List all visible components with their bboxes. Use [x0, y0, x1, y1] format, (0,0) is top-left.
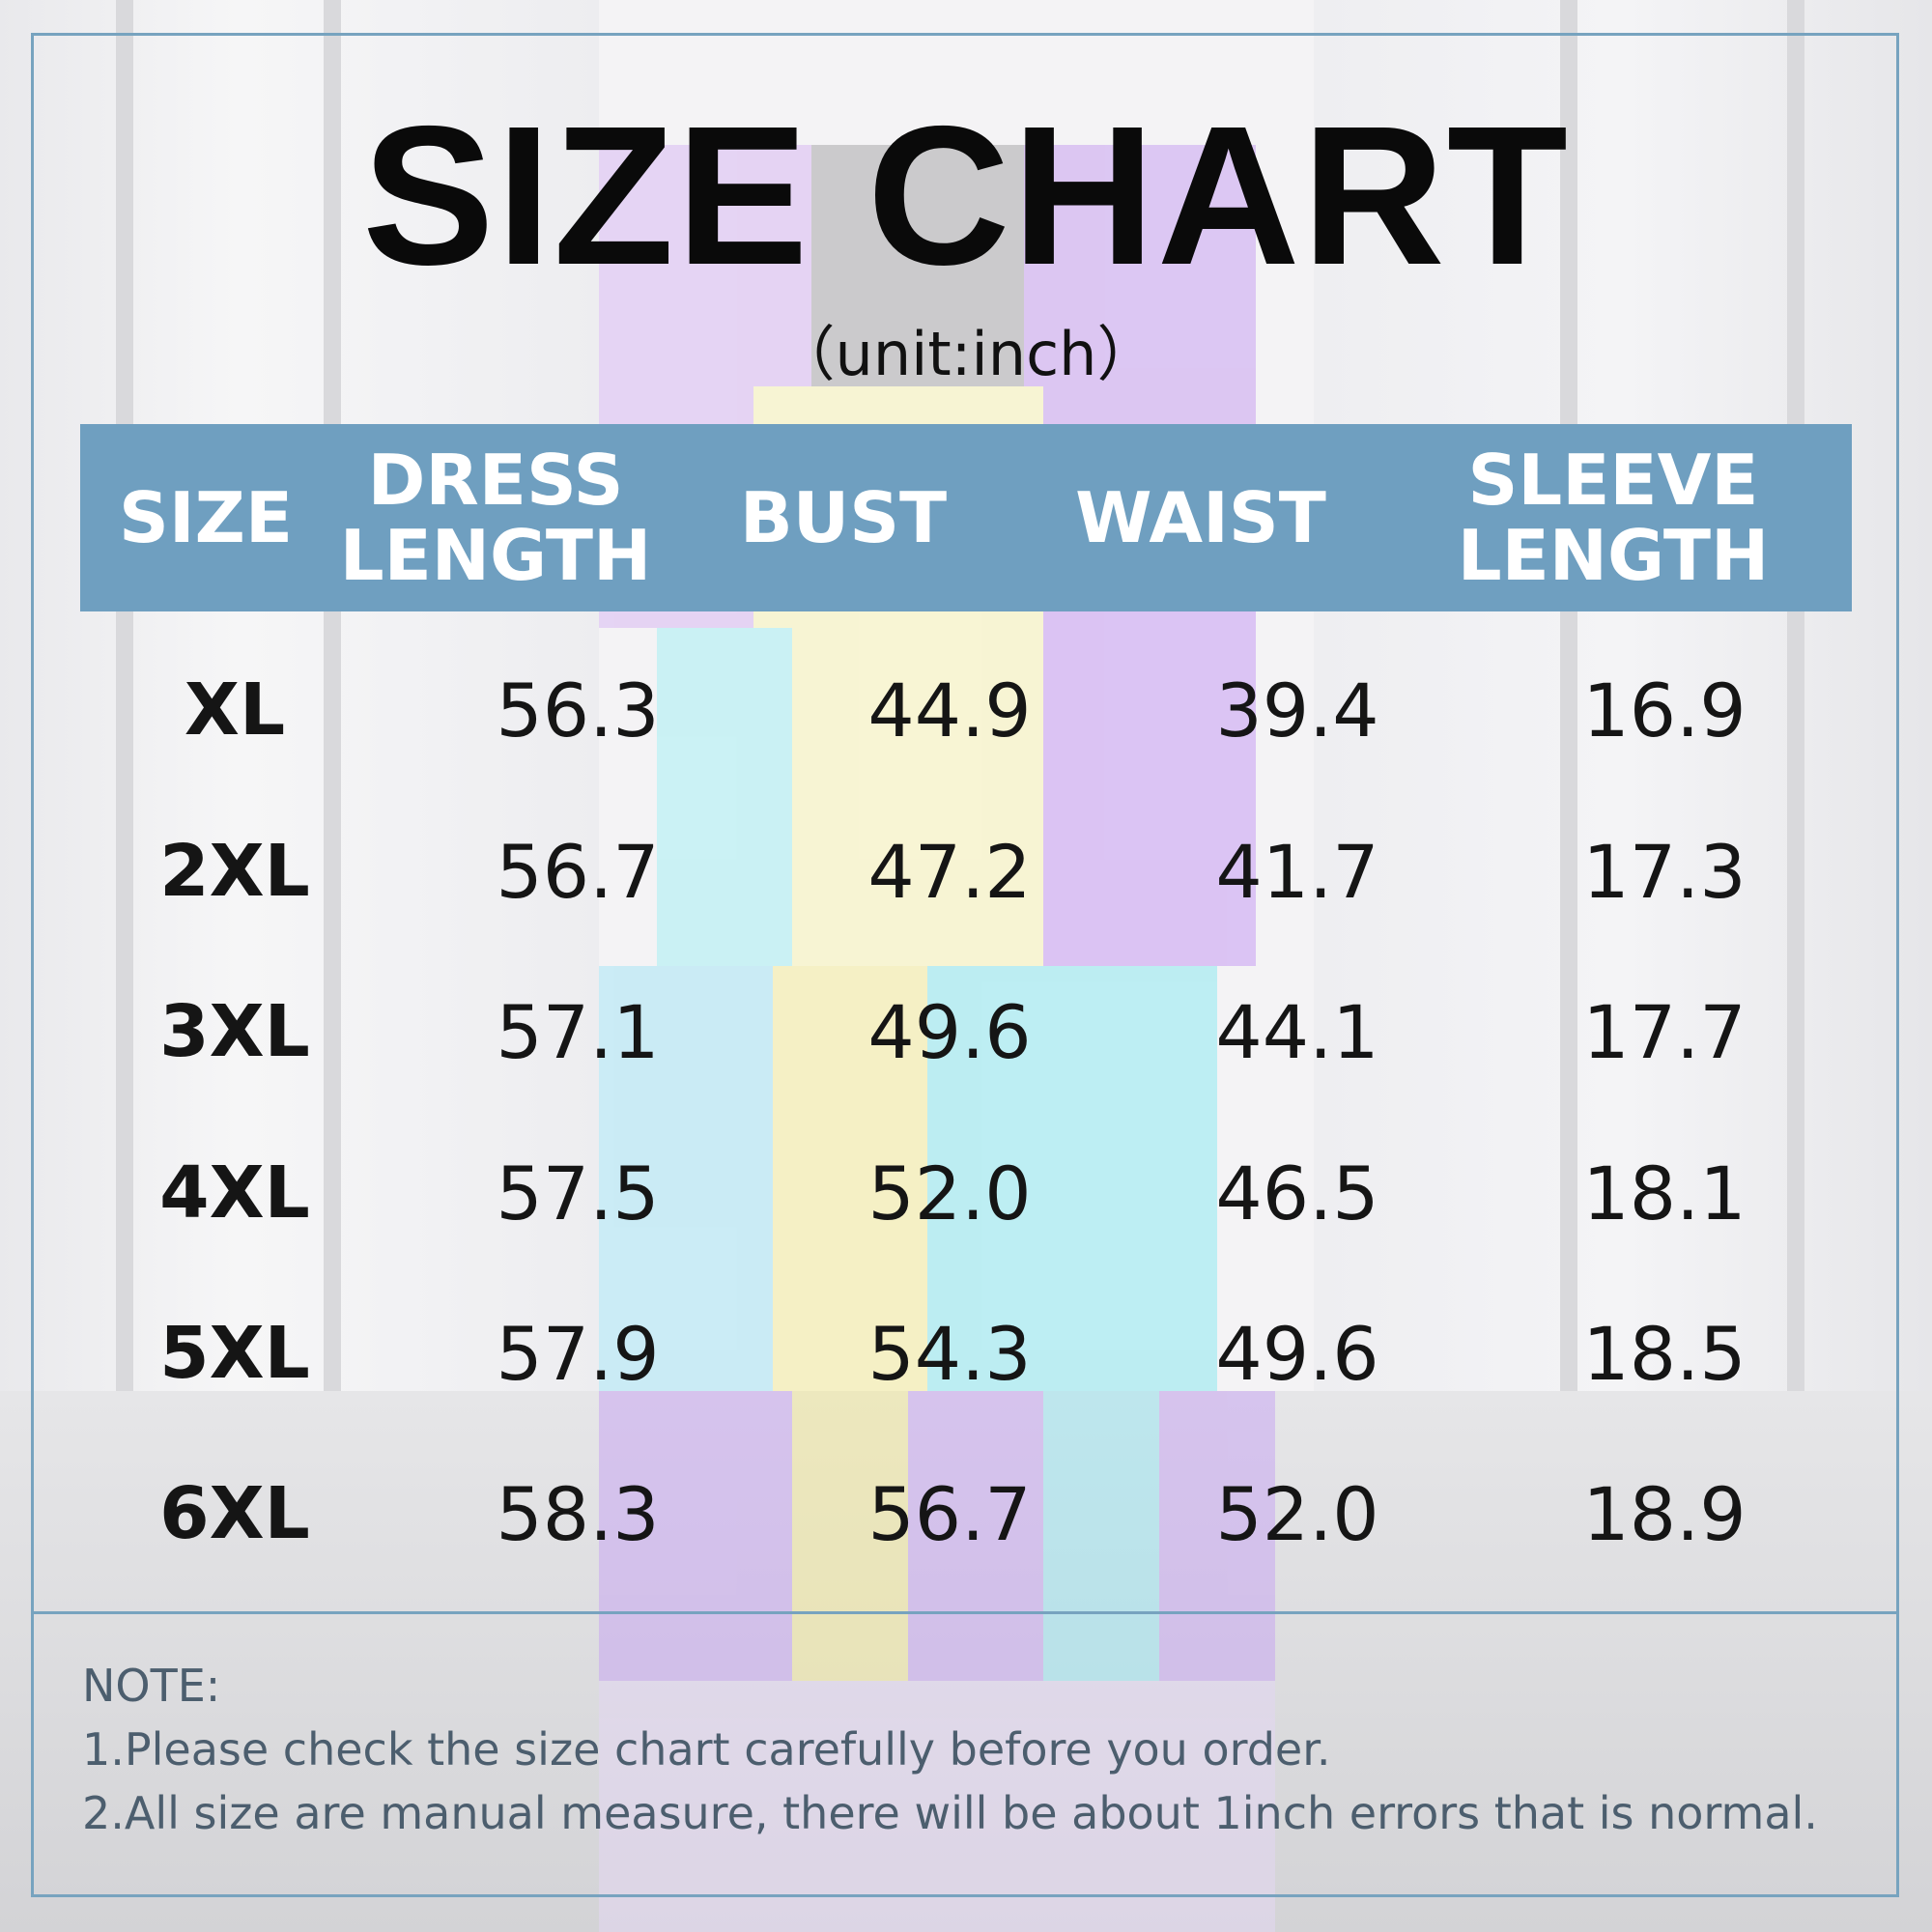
bust-cell: 44.9 [867, 667, 1032, 753]
bust-cell: 49.6 [867, 988, 1032, 1075]
waist-cell: 39.4 [1215, 667, 1379, 753]
bust-cell: 54.3 [867, 1310, 1032, 1397]
background-door-frame [116, 0, 133, 1642]
table-row: XL 56.3 44.9 39.4 16.9 [0, 642, 1932, 778]
table-header: SIZE DRESS LENGTH BUST WAIST SLEEVE LENG… [80, 424, 1852, 611]
column-header-bust: BUST [739, 477, 948, 558]
dress-length-cell: 56.3 [496, 667, 660, 753]
waist-cell: 44.1 [1215, 988, 1379, 1075]
note-line-2: 2.All size are manual measure, there wil… [82, 1787, 1818, 1839]
dress-length-cell: 57.9 [496, 1310, 660, 1397]
size-cell: 6XL [159, 1472, 310, 1555]
column-header-dress-length: DRESS LENGTH [339, 440, 652, 596]
bust-cell: 52.0 [867, 1150, 1032, 1236]
table-row: 3XL 57.1 49.6 44.1 17.7 [0, 964, 1932, 1099]
bust-cell: 56.7 [867, 1470, 1032, 1557]
dress-length-cell: 56.7 [496, 828, 660, 915]
column-header-sleeve-length: SLEEVE LENGTH [1457, 440, 1770, 596]
waist-cell: 49.6 [1215, 1310, 1379, 1397]
notes-divider [31, 1611, 1899, 1614]
background-door-frame [1787, 0, 1804, 1642]
table-row: 2XL 56.7 47.2 41.7 17.3 [0, 804, 1932, 939]
size-cell: 2XL [159, 830, 310, 913]
table-row: 4XL 57.5 52.0 46.5 18.1 [0, 1125, 1932, 1261]
waist-cell: 46.5 [1215, 1150, 1379, 1236]
dress-length-cell: 57.1 [496, 988, 660, 1075]
table-row: 5XL 57.9 54.3 49.6 18.5 [0, 1286, 1932, 1421]
page-title: SIZE CHART [362, 85, 1570, 306]
size-cell: XL [184, 668, 286, 752]
chart-frame [31, 33, 1899, 1897]
note-heading: NOTE: [82, 1660, 221, 1712]
bust-cell: 47.2 [867, 828, 1032, 915]
size-cell: 4XL [159, 1151, 310, 1235]
column-header-waist: WAIST [1075, 477, 1326, 558]
waist-cell: 52.0 [1215, 1470, 1379, 1557]
table-row: 6XL 58.3 56.7 52.0 18.9 [0, 1446, 1932, 1581]
dress-length-cell: 58.3 [496, 1470, 660, 1557]
sleeve-length-cell: 18.9 [1582, 1470, 1747, 1557]
background-door-frame [1560, 0, 1577, 1642]
background-door-frame [324, 0, 341, 1642]
unit-label: （unit:inch） [775, 319, 1157, 389]
sleeve-length-cell: 18.5 [1582, 1310, 1747, 1397]
note-line-1: 1.Please check the size chart carefully … [82, 1723, 1331, 1776]
size-cell: 3XL [159, 990, 310, 1073]
waist-cell: 41.7 [1215, 828, 1379, 915]
sleeve-length-cell: 16.9 [1582, 667, 1747, 753]
dress-length-cell: 57.5 [496, 1150, 660, 1236]
column-header-size: SIZE [118, 477, 294, 558]
size-cell: 5XL [159, 1312, 310, 1395]
sleeve-length-cell: 17.3 [1582, 828, 1747, 915]
sleeve-length-cell: 18.1 [1582, 1150, 1747, 1236]
sleeve-length-cell: 17.7 [1582, 988, 1747, 1075]
